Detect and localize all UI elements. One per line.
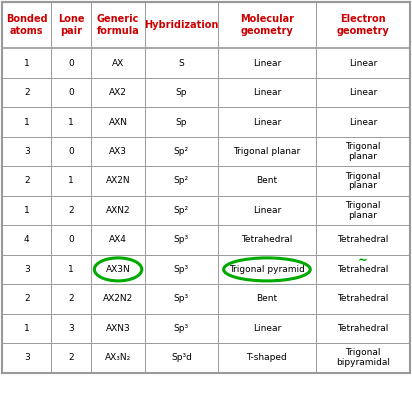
Text: Trigonal
planar: Trigonal planar (345, 142, 381, 161)
Text: T-shaped: T-shaped (246, 353, 287, 362)
Text: Generic
formula: Generic formula (97, 15, 140, 36)
Text: Tetrahedral: Tetrahedral (337, 265, 389, 274)
Text: Sp³d: Sp³d (171, 353, 192, 362)
Text: Trigonal
planar: Trigonal planar (345, 172, 381, 190)
Text: 0: 0 (68, 147, 74, 156)
Text: Bent: Bent (256, 176, 278, 185)
Text: Molecular
geometry: Molecular geometry (240, 15, 294, 36)
Text: Linear: Linear (253, 59, 281, 68)
Text: AXN3: AXN3 (106, 324, 131, 333)
Text: Sp: Sp (176, 88, 187, 97)
Text: 1: 1 (68, 176, 74, 185)
Text: 3: 3 (24, 147, 30, 156)
Text: Sp³: Sp³ (174, 324, 189, 333)
Text: Linear: Linear (253, 206, 281, 215)
Text: Linear: Linear (253, 88, 281, 97)
Text: 1: 1 (68, 265, 74, 274)
Text: 3: 3 (68, 324, 74, 333)
Text: 2: 2 (68, 206, 74, 215)
Text: Sp³: Sp³ (174, 265, 189, 274)
Text: 4: 4 (24, 235, 30, 244)
Text: Sp: Sp (176, 118, 187, 127)
Text: Sp³: Sp³ (174, 235, 189, 244)
Text: Linear: Linear (349, 59, 377, 68)
Text: 1: 1 (24, 206, 30, 215)
Text: 3: 3 (24, 353, 30, 362)
Text: AX: AX (112, 59, 124, 68)
Text: 2: 2 (68, 353, 74, 362)
Text: Hybridization: Hybridization (144, 20, 219, 30)
Text: Sp²: Sp² (174, 147, 189, 156)
Text: Sp²: Sp² (174, 206, 189, 215)
Text: AX2: AX2 (109, 88, 127, 97)
Text: Linear: Linear (253, 324, 281, 333)
Text: AX3N: AX3N (106, 265, 131, 274)
Text: AXN: AXN (109, 118, 128, 127)
Text: Trigonal pyramid: Trigonal pyramid (229, 265, 305, 274)
Text: Lone
pair: Lone pair (58, 15, 84, 36)
Text: 1: 1 (68, 118, 74, 127)
Text: AX4: AX4 (109, 235, 127, 244)
Text: Bent: Bent (256, 294, 278, 303)
Text: AXN2: AXN2 (106, 206, 131, 215)
Text: Tetrahedral: Tetrahedral (241, 235, 293, 244)
Text: 2: 2 (24, 176, 30, 185)
Text: AX2N: AX2N (106, 176, 131, 185)
Text: Tetrahedral: Tetrahedral (337, 324, 389, 333)
Text: Tetrahedral: Tetrahedral (337, 294, 389, 303)
Text: 0: 0 (68, 59, 74, 68)
Text: 1: 1 (24, 59, 30, 68)
Text: AX₃N₂: AX₃N₂ (105, 353, 131, 362)
Text: Trigonal
planar: Trigonal planar (345, 201, 381, 220)
Text: Linear: Linear (349, 88, 377, 97)
Text: Trigonal planar: Trigonal planar (233, 147, 301, 156)
Text: Trigonal
bipyramidal: Trigonal bipyramidal (336, 349, 390, 367)
Text: 2: 2 (24, 88, 30, 97)
Text: Linear: Linear (253, 118, 281, 127)
Text: 0: 0 (68, 235, 74, 244)
Text: Tetrahedral: Tetrahedral (337, 235, 389, 244)
Text: AX3: AX3 (109, 147, 127, 156)
Text: Sp³: Sp³ (174, 294, 189, 303)
Text: 2: 2 (68, 294, 74, 303)
Text: 2: 2 (24, 294, 30, 303)
Text: 1: 1 (24, 118, 30, 127)
Text: 0: 0 (68, 88, 74, 97)
Text: Bonded
atoms: Bonded atoms (6, 15, 47, 36)
Text: Sp²: Sp² (174, 176, 189, 185)
Text: S: S (178, 59, 184, 68)
Text: Electron
geometry: Electron geometry (337, 15, 389, 36)
Text: 1: 1 (24, 324, 30, 333)
Text: Linear: Linear (349, 118, 377, 127)
Text: 3: 3 (24, 265, 30, 274)
Text: AX2N2: AX2N2 (103, 294, 133, 303)
Text: ~: ~ (358, 254, 368, 267)
